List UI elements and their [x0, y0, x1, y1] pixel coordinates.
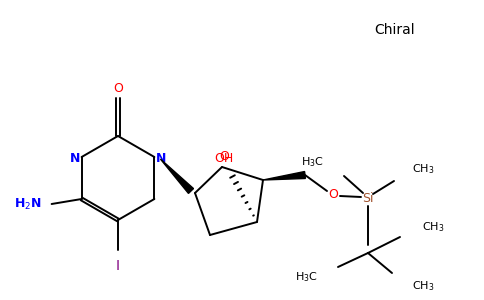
Text: O: O: [219, 149, 229, 163]
Text: N: N: [156, 152, 166, 164]
Text: N: N: [69, 152, 80, 164]
Text: I: I: [116, 259, 120, 273]
Text: CH$_3$: CH$_3$: [412, 279, 435, 293]
Polygon shape: [160, 159, 194, 194]
Text: H$_2$N: H$_2$N: [14, 196, 42, 211]
Polygon shape: [263, 172, 305, 180]
Text: CH$_3$: CH$_3$: [412, 162, 435, 176]
Text: H$_3$C: H$_3$C: [301, 155, 324, 169]
Text: CH$_3$: CH$_3$: [422, 220, 444, 234]
Text: O: O: [328, 188, 338, 202]
Text: H$_3$C: H$_3$C: [295, 270, 318, 284]
Text: Chiral: Chiral: [375, 23, 415, 37]
Text: OH: OH: [214, 152, 234, 166]
Text: O: O: [113, 82, 123, 94]
Text: Si: Si: [362, 191, 374, 205]
